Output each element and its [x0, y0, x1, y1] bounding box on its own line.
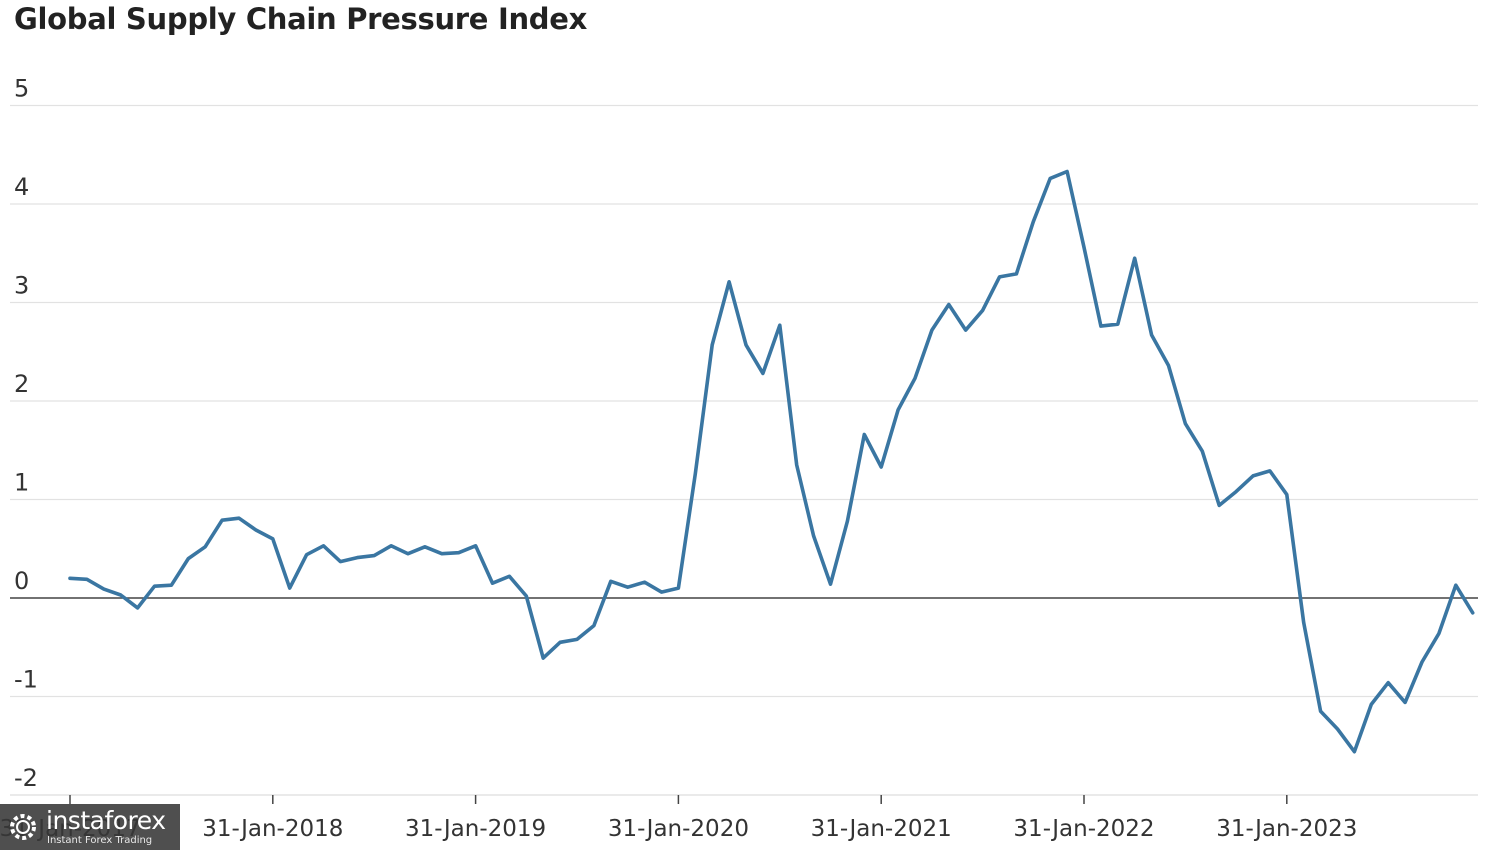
y-tick-label: 1 — [14, 469, 29, 497]
y-tick-label: -1 — [14, 666, 38, 694]
chart-title: Global Supply Chain Pressure Index — [14, 2, 588, 36]
y-tick-label: 2 — [14, 370, 29, 398]
instaforex-watermark: instaforex Instant Forex Trading — [0, 804, 180, 850]
series-group — [68, 169, 1475, 754]
watermark-name: instaforex — [46, 806, 166, 835]
y-tick-label: 3 — [14, 272, 29, 300]
x-tick-label: 31-Jan-2018 — [202, 816, 343, 842]
x-tick-label: 31-Jan-2022 — [1013, 816, 1154, 842]
x-tick-label: 31-Jan-2021 — [811, 816, 952, 842]
gear-logo-icon — [10, 814, 36, 840]
x-tick-label: 31-Jan-2023 — [1216, 816, 1357, 842]
y-tick-label: 4 — [14, 173, 29, 201]
y-tick-label: 5 — [14, 75, 29, 103]
y-tick-label: -2 — [14, 764, 38, 792]
x-axis: 31-Jan-201731-Jan-201831-Jan-201931-Jan-… — [0, 794, 1478, 842]
x-tick-label: 31-Jan-2019 — [405, 816, 546, 842]
x-tick-label: 31-Jan-2020 — [608, 816, 749, 842]
y-tick-label: 0 — [14, 567, 29, 595]
series-line-gscpi — [68, 169, 1475, 754]
watermark-tagline: Instant Forex Trading — [47, 835, 153, 846]
y-axis-labels: 5 4 3 2 1 0 -1 -2 — [14, 75, 38, 793]
gridlines — [10, 104, 1478, 796]
